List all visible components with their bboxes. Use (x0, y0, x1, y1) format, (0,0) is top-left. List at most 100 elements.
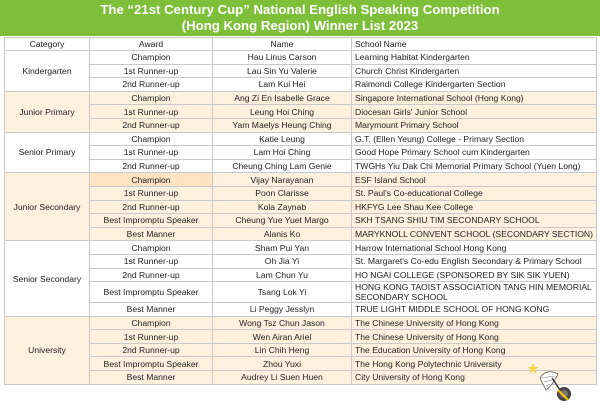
award-cell: 2nd Runner-up (89, 267, 213, 283)
name-cell: Lam Chun Yu (212, 267, 352, 283)
table-body: Kindergarten Champion Hau Linus Carson Lear… (4, 50, 597, 385)
award-cell: Champion (89, 172, 213, 187)
school-cell: Marymount Primary School (351, 117, 597, 133)
name-cell: Alanis Ko (212, 226, 352, 242)
name-cell: Lam Hoi Ching (212, 145, 352, 160)
table-row: Best Impromptu Speaker Tsang Lok Yi HONG K… (5, 281, 597, 304)
table-row: 1st Runner-up Oh Jia Yi St. Margaret's Co-… (5, 253, 597, 269)
school-cell: SKH TSANG SHIU TIM SECONDARY SCHOOL (351, 213, 597, 228)
name-cell: Lin Chih Heng (212, 342, 352, 358)
school-cell: HKFYG Lee Shau Kee College (351, 199, 597, 215)
table-row: 1st Runner-up Lau Sin Yu Valerie Church Ch… (5, 63, 597, 79)
table-row: Senior Primary Champion Katie Leung G.T. (E… (4, 131, 597, 174)
school-cell: ESF Island School (351, 172, 597, 187)
name-cell: Katie Leung (212, 131, 352, 147)
table-row: 2nd Runner-up Kola Zaynab HKFYG Lee Shau K… (5, 199, 597, 215)
star-icon (527, 363, 539, 374)
name-cell: Lau Sin Yu Valerie (212, 63, 352, 79)
title-line-1: The “21st Century Cup” National English … (100, 2, 500, 17)
award-cell: 2nd Runner-up (89, 342, 213, 358)
school-cell: Church Christ Kindergarten (351, 63, 597, 79)
category-cell: University (4, 315, 90, 385)
name-cell: Wong Tsz Chun Jason (212, 315, 352, 331)
award-cell: 1st Runner-up (89, 104, 213, 119)
table-row: Best Manner Audrey Li Suen Huen City Unive… (5, 370, 597, 385)
name-cell: Leung Hoi Ching (212, 104, 352, 119)
award-cell: 1st Runner-up (89, 185, 213, 201)
school-cell: St. Margaret's Co-edu English Secondary … (351, 253, 597, 269)
award-cell: Best Manner (89, 370, 213, 385)
table-row: 2nd Runner-up Lam Chun Yu HO NGAI COLLEGE … (5, 267, 597, 283)
school-cell: Raimondi College Kindergarten Section (351, 77, 597, 92)
table-row: 2nd Runner-up Yam Maelys Heung Ching Marym… (5, 117, 597, 133)
category-cell: Kindergarten (4, 50, 90, 92)
school-cell: TRUE LIGHT MIDDLE SCHOOL OF HONG KONG (351, 302, 597, 317)
table-row: Best Manner Li Peggy Jesslyn TRUE LIGHT MI… (5, 302, 597, 317)
school-cell: City University of Hong Kong (351, 370, 597, 385)
award-cell: Champion (89, 315, 213, 331)
table-row: Junior Secondary Champion Vijay Narayanan E… (4, 172, 597, 242)
column-header-school: School Name (351, 37, 597, 51)
award-cell: Champion (89, 240, 213, 255)
award-cell: 2nd Runner-up (89, 158, 213, 174)
category-cell: Senior Primary (4, 131, 90, 174)
table-row: 1st Runner-up Lam Hoi Ching Good Hope Prim… (5, 145, 597, 160)
award-cell: 2nd Runner-up (89, 77, 213, 92)
school-cell: The Education University of Hong Kong (351, 342, 597, 358)
award-cell: 1st Runner-up (89, 63, 213, 79)
name-cell: Wen Airan Ariel (212, 329, 352, 344)
name-cell: Ang Zi En Isabelle Grace (212, 90, 352, 106)
school-cell: HO NGAI COLLEGE (SPONSORED BY SIK SIK YU… (351, 267, 597, 283)
table-row: University Champion Wong Tsz Chun Jason The… (4, 315, 597, 385)
award-cell: Champion (89, 90, 213, 106)
award-cell: Best Impromptu Speaker (89, 281, 213, 304)
table-row: 2nd Runner-up Lam Kui Hei Raimondi College… (5, 77, 597, 92)
award-cell: 1st Runner-up (89, 253, 213, 269)
table-row: 2nd Runner-up Cheung Ching Lam Genie TWGHs… (5, 158, 597, 174)
table-row: 1st Runner-up Wen Airan Ariel The Chinese … (5, 329, 597, 344)
table-row: 1st Runner-up Leung Hoi Ching Diocesan Gir… (5, 104, 597, 119)
award-cell: 1st Runner-up (89, 145, 213, 160)
winner-table: Category Award Name School Name Kinderga… (4, 37, 597, 385)
name-cell: Oh Jia Yi (212, 253, 352, 269)
table-row: Junior Primary Champion Ang Zi En Isabelle… (4, 90, 597, 133)
name-cell: Poon Clarisse (212, 185, 352, 201)
award-cell: 1st Runner-up (89, 329, 213, 344)
school-cell: Singapore International School (Hong Kon… (351, 90, 597, 106)
name-cell: Cheung Ching Lam Genie (212, 158, 352, 174)
table-header-row: Category Award Name School Name (4, 37, 597, 51)
name-cell: Kola Zaynab (212, 199, 352, 215)
school-cell: St. Paul's Co-educational College (351, 185, 597, 201)
school-cell: Good Hope Primary School cum Kindergarte… (351, 145, 597, 160)
microphone-illustration (527, 363, 571, 401)
table-row: 2nd Runner-up Lin Chih Heng The Education … (5, 342, 597, 358)
table-row: Kindergarten Champion Hau Linus Carson Lear… (4, 50, 597, 92)
name-cell: Yam Maelys Heung Ching (212, 117, 352, 133)
name-cell: Audrey Li Suen Huen (212, 370, 352, 385)
award-cell: Best Impromptu Speaker (89, 356, 213, 372)
school-cell: HONG KONG TAOIST ASSOCIATION TANG HIN ME… (351, 281, 597, 304)
school-cell: Diocesan Girls' Junior School (351, 104, 597, 119)
school-cell: The Chinese University of Hong Kong (351, 315, 597, 331)
name-cell: Tsang Lok Yi (212, 281, 352, 304)
name-cell: Lam Kui Hei (212, 77, 352, 92)
category-cell: Junior Primary (4, 90, 90, 133)
table-row: Best Impromptu Speaker Cheung Yue Yuet Ma… (5, 213, 597, 228)
award-cell: Champion (89, 50, 213, 65)
award-cell: 2nd Runner-up (89, 117, 213, 133)
table-row: Best Impromptu Speaker Zhou Yuxi The Hong … (5, 356, 597, 372)
school-cell: Learning Habitat Kindergarten (351, 50, 597, 65)
title-line-2: (Hong Kong Region) Winner List 2023 (181, 18, 419, 33)
microphone-icon (539, 371, 571, 401)
school-cell: MARYKNOLL CONVENT SCHOOL (SECONDARY SECT… (351, 226, 597, 242)
award-cell: Best Manner (89, 226, 213, 242)
award-cell: Best Manner (89, 302, 213, 317)
category-cell: Junior Secondary (4, 172, 90, 242)
name-cell: Li Peggy Jesslyn (212, 302, 352, 317)
category-cell: Senior Secondary (4, 240, 90, 317)
school-cell: TWGHs Yiu Dak Chi Memorial Primary Schoo… (351, 158, 597, 174)
school-cell: G.T. (Ellen Yeung) College - Primary Sec… (351, 131, 597, 147)
name-cell: Zhou Yuxi (212, 356, 352, 372)
school-cell: The Chinese University of Hong Kong (351, 329, 597, 344)
award-cell: 2nd Runner-up (89, 199, 213, 215)
